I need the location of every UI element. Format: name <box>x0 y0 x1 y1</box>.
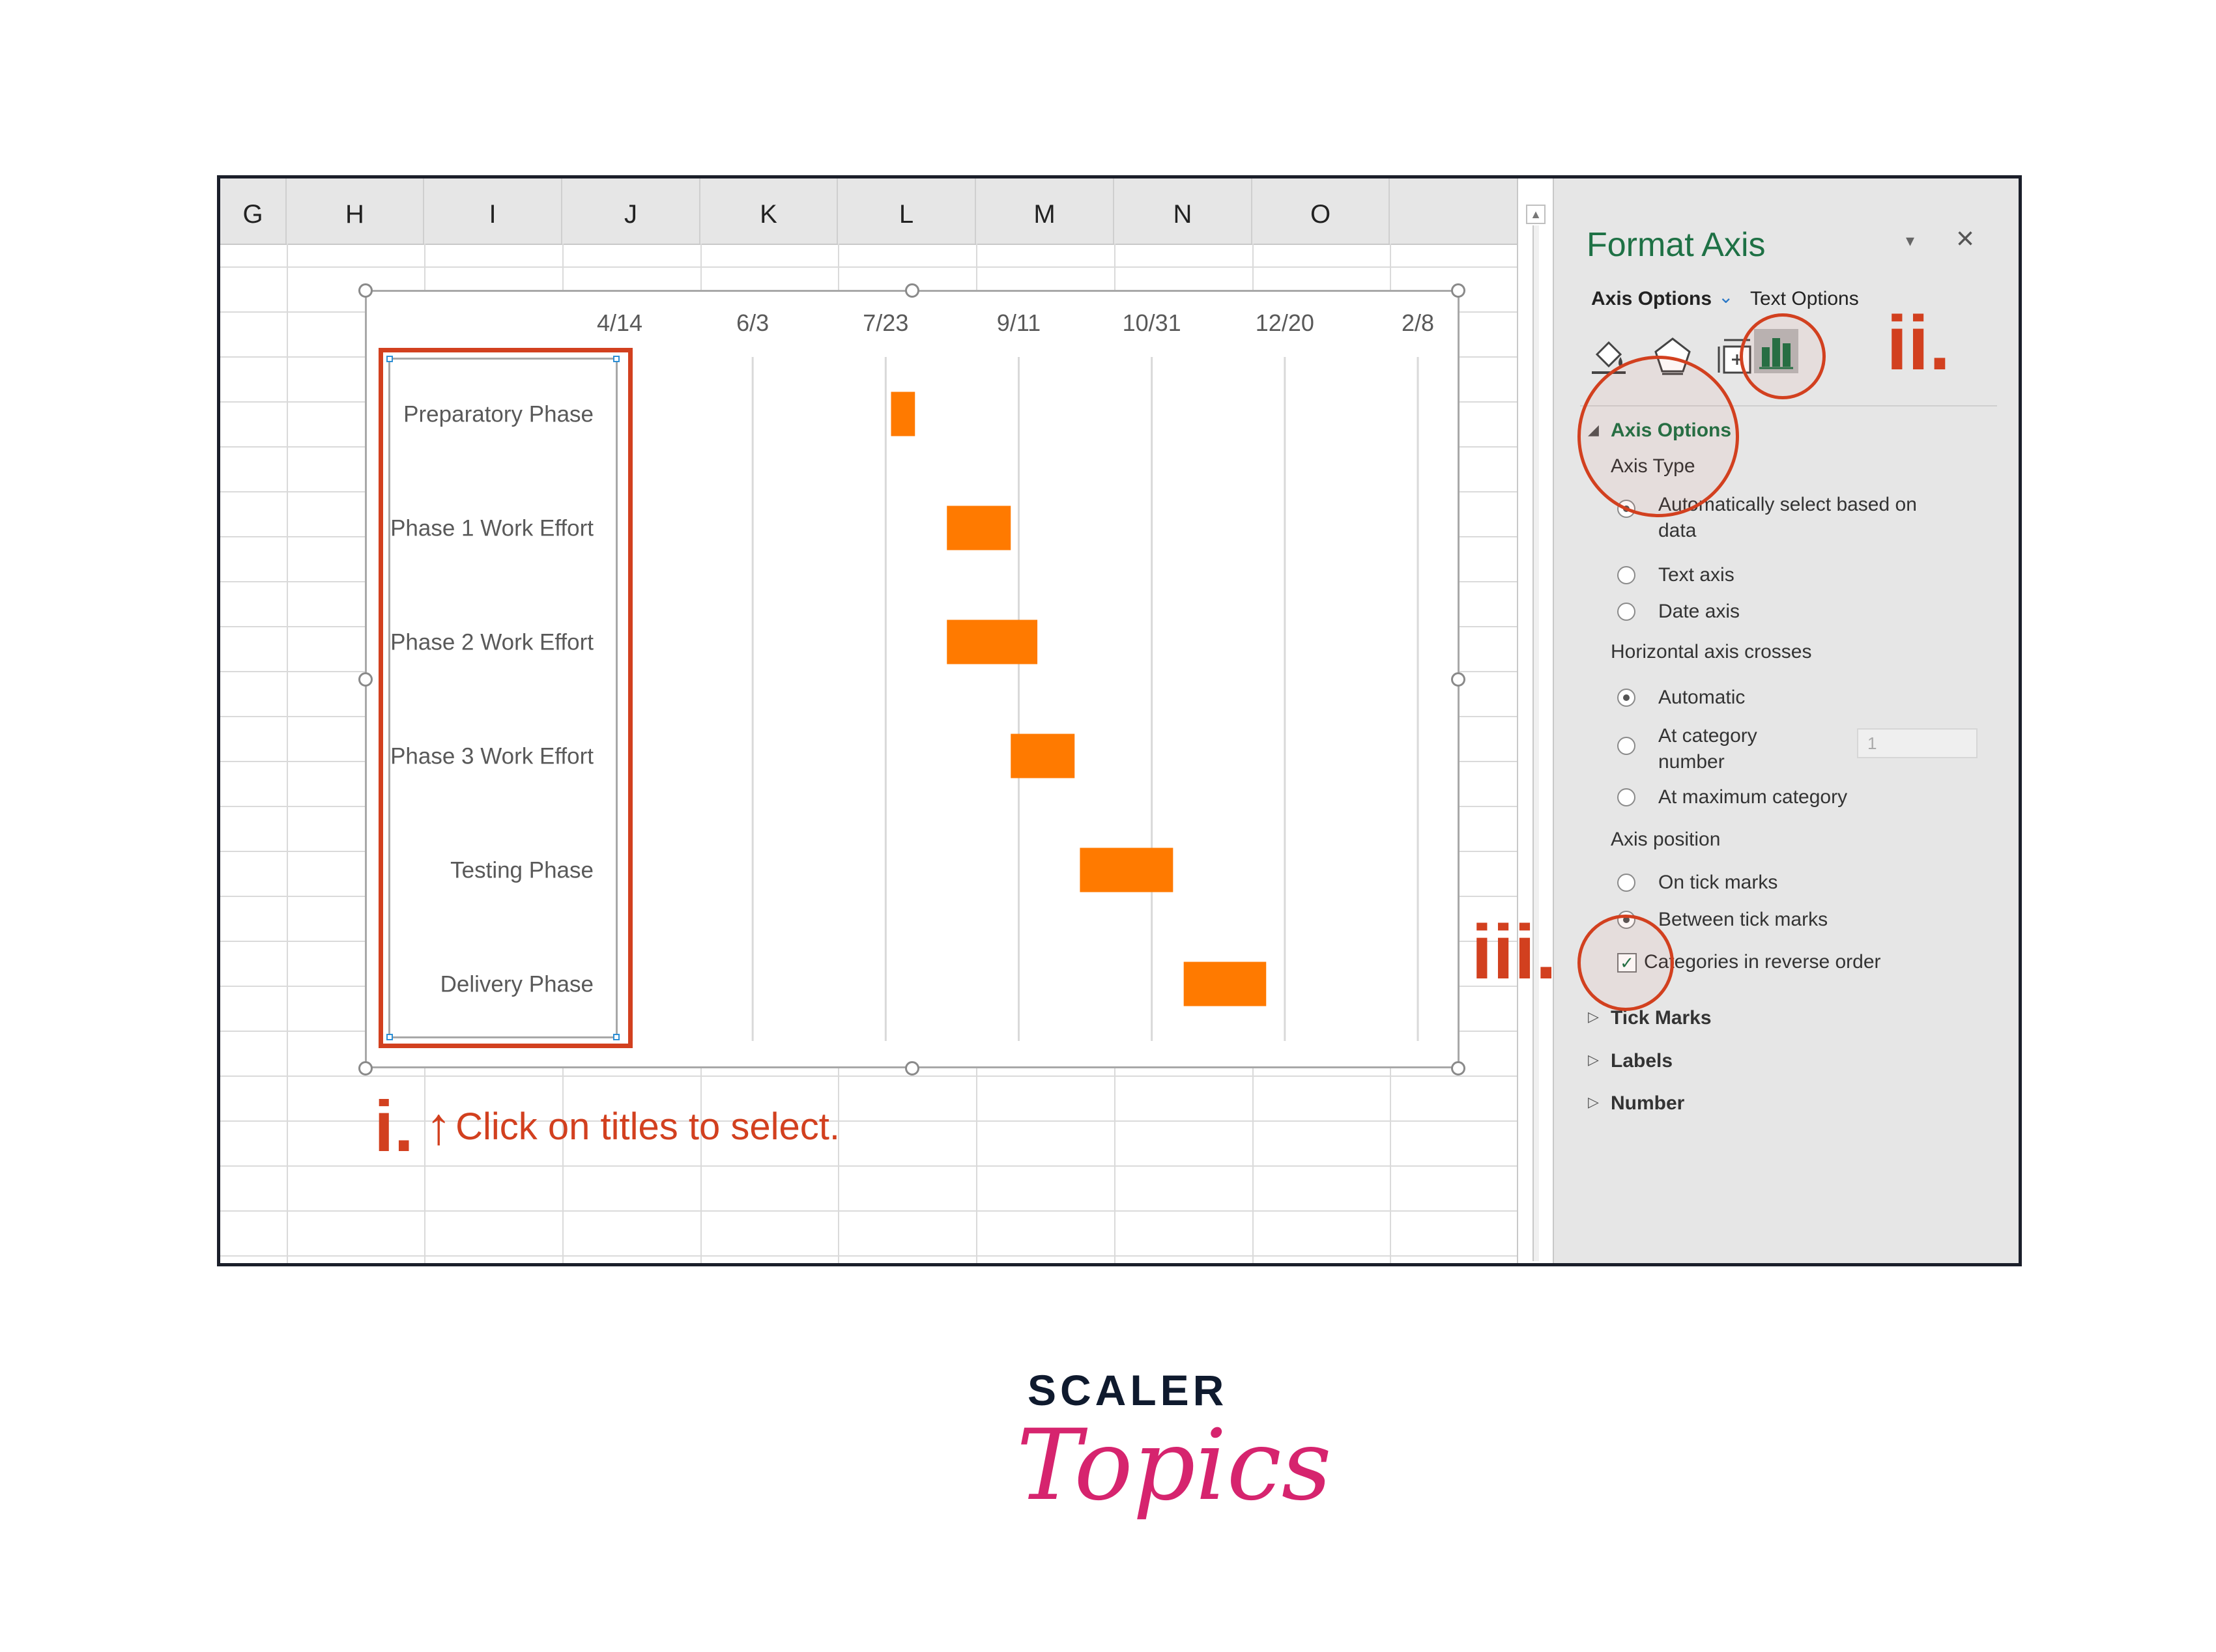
category-number-input[interactable]: 1 <box>1857 728 1978 758</box>
gantt-bar[interactable] <box>891 392 915 436</box>
collapsed-triangle-icon[interactable]: ▷ <box>1588 1008 1599 1025</box>
column-headers: G H I J K L M N O <box>220 178 1517 245</box>
grid-row-line <box>220 1210 1517 1212</box>
chart-plot-area: 4/14 6/3 7/23 9/11 10/31 12/20 2/8 Preparatory … <box>390 309 1434 1041</box>
x-tick-label: 2/8 <box>1402 309 1434 336</box>
reverse-order-label[interactable]: Categories in reverse order <box>1644 951 1881 973</box>
category-label[interactable]: Phase 2 Work Effort <box>390 630 594 655</box>
column-header-o[interactable]: O <box>1252 178 1390 244</box>
crosses-maximum-label[interactable]: At maximum category <box>1658 786 1848 808</box>
category-axis-box[interactable] <box>386 356 620 1040</box>
format-axis-pane: Format Axis ▾ × Axis Options ⌄ Text Opti… <box>1553 178 2019 1263</box>
scrollbar-track[interactable] <box>1532 225 1539 1261</box>
scroll-up-icon[interactable]: ▲ <box>1526 205 1546 224</box>
step-1-text: Click on titles to select. <box>455 1105 841 1148</box>
axis-position-label: Axis position <box>1611 829 1721 850</box>
brand-script: Topics <box>1016 1409 1332 1522</box>
chart-resize-handle-left[interactable] <box>358 672 373 687</box>
chart-resize-handle-top[interactable] <box>905 283 919 298</box>
grid-column-line <box>287 244 288 1263</box>
chart-resize-handle-top-left[interactable] <box>358 283 373 298</box>
chart-resize-handle-bottom[interactable] <box>905 1061 919 1075</box>
up-arrow-icon: ↑ <box>425 1097 452 1155</box>
pane-title: Format Axis <box>1587 226 1766 264</box>
column-header-l[interactable]: L <box>838 178 976 244</box>
tab-text-options[interactable]: Text Options <box>1750 288 1859 309</box>
text-axis-label[interactable]: Text axis <box>1658 564 1734 586</box>
date-axis-label[interactable]: Date axis <box>1658 601 1740 622</box>
chart-resize-handle-bottom-left[interactable] <box>358 1061 373 1075</box>
x-tick-label: 7/23 <box>863 309 908 336</box>
x-tick-label: 6/3 <box>736 309 769 336</box>
radio-text-axis[interactable] <box>1617 566 1635 584</box>
spreadsheet-grid[interactable]: G H I J K L M N O 4/14 6/3 7/23 9/11 10/31 12… <box>220 178 1517 1263</box>
on-tick-marks-label[interactable]: On tick marks <box>1658 872 1778 893</box>
column-header-g[interactable]: G <box>220 178 287 244</box>
crosses-automatic-label[interactable]: Automatic <box>1658 687 1746 708</box>
column-header-j[interactable]: J <box>562 178 700 244</box>
step-1-number: i. <box>374 1086 414 1167</box>
gantt-bar[interactable] <box>1011 733 1075 778</box>
screenshot-frame: G H I J K L M N O 4/14 6/3 7/23 9/11 10/31 12… <box>217 175 2022 1266</box>
chevron-down-icon[interactable]: ⌄ <box>1718 287 1734 307</box>
collapsed-triangle-icon[interactable]: ▷ <box>1588 1051 1599 1068</box>
radio-crosses-maximum[interactable] <box>1617 788 1635 806</box>
pane-divider <box>1580 405 1997 406</box>
tab-axis-options[interactable]: Axis Options <box>1591 288 1712 309</box>
x-tick-label: 12/20 <box>1256 309 1314 336</box>
axis-handle-top-right[interactable] <box>613 356 620 362</box>
highlight-circle-axis-options <box>1577 356 1739 517</box>
radio-date-axis[interactable] <box>1617 603 1635 621</box>
grid-row-line <box>220 1255 1517 1257</box>
step-2-number: ii. <box>1886 300 1951 386</box>
step-3-number: iii. <box>1471 909 1557 995</box>
gantt-chart[interactable]: 4/14 6/3 7/23 9/11 10/31 12/20 2/8 Preparatory … <box>358 283 1465 1075</box>
close-icon[interactable]: × <box>1956 221 1975 256</box>
vertical-scrollbar[interactable]: ▲ <box>1517 178 1554 1263</box>
column-header-i[interactable]: I <box>424 178 562 244</box>
grid-row-line <box>220 1075 1517 1077</box>
grid-row-line <box>220 1120 1517 1122</box>
category-label[interactable]: Testing Phase <box>450 858 594 883</box>
category-label[interactable]: Preparatory Phase <box>403 402 594 427</box>
radio-crosses-automatic[interactable] <box>1617 689 1635 707</box>
between-tick-marks-label[interactable]: Between tick marks <box>1658 909 1828 930</box>
column-header-m[interactable]: M <box>976 178 1114 244</box>
highlight-circle-reverse-order <box>1577 915 1674 1011</box>
step-1-annotation: i. ↑ Click on titles to select. <box>374 1086 841 1167</box>
gantt-bar[interactable] <box>1183 961 1267 1006</box>
category-axis-selection-highlight[interactable] <box>379 348 633 1048</box>
column-header-n[interactable]: N <box>1114 178 1252 244</box>
highlight-circle-axis-icon <box>1740 313 1826 399</box>
column-header-k[interactable]: K <box>700 178 838 244</box>
grid-row-line <box>220 1165 1517 1167</box>
x-tick-label: 10/31 <box>1123 309 1181 336</box>
chart-resize-handle-top-right[interactable] <box>1451 283 1465 298</box>
brand-wordmark: SCALER <box>1028 1366 1228 1414</box>
axis-handle-bottom-left[interactable] <box>386 1034 393 1040</box>
collapsed-triangle-icon[interactable]: ▷ <box>1588 1094 1599 1110</box>
x-tick-label: 4/14 <box>597 309 642 336</box>
chart-resize-handle-right[interactable] <box>1451 672 1465 687</box>
grid-row-line <box>220 266 1517 268</box>
gantt-bar[interactable] <box>947 506 1011 550</box>
axis-handle-top-left[interactable] <box>386 356 393 362</box>
section-number[interactable]: Number <box>1611 1092 1685 1114</box>
axis-handle-bottom-right[interactable] <box>613 1034 620 1040</box>
radio-on-tick-marks[interactable] <box>1617 874 1635 892</box>
section-labels[interactable]: Labels <box>1611 1050 1673 1072</box>
category-label[interactable]: Phase 3 Work Effort <box>390 744 594 769</box>
gantt-bar[interactable] <box>1080 847 1173 892</box>
crosses-category-number-label[interactable]: At category number <box>1658 725 1757 773</box>
radio-crosses-category-number[interactable] <box>1617 737 1635 755</box>
column-header-h[interactable]: H <box>287 178 424 244</box>
gantt-bar[interactable] <box>947 620 1038 664</box>
chart-resize-handle-bottom-right[interactable] <box>1451 1061 1465 1075</box>
horizontal-crosses-label: Horizontal axis crosses <box>1611 641 1812 662</box>
pane-options-icon[interactable]: ▾ <box>1906 231 1915 250</box>
category-label[interactable]: Delivery Phase <box>440 972 594 997</box>
x-tick-label: 9/11 <box>997 309 1041 336</box>
category-label[interactable]: Phase 1 Work Effort <box>390 516 594 541</box>
